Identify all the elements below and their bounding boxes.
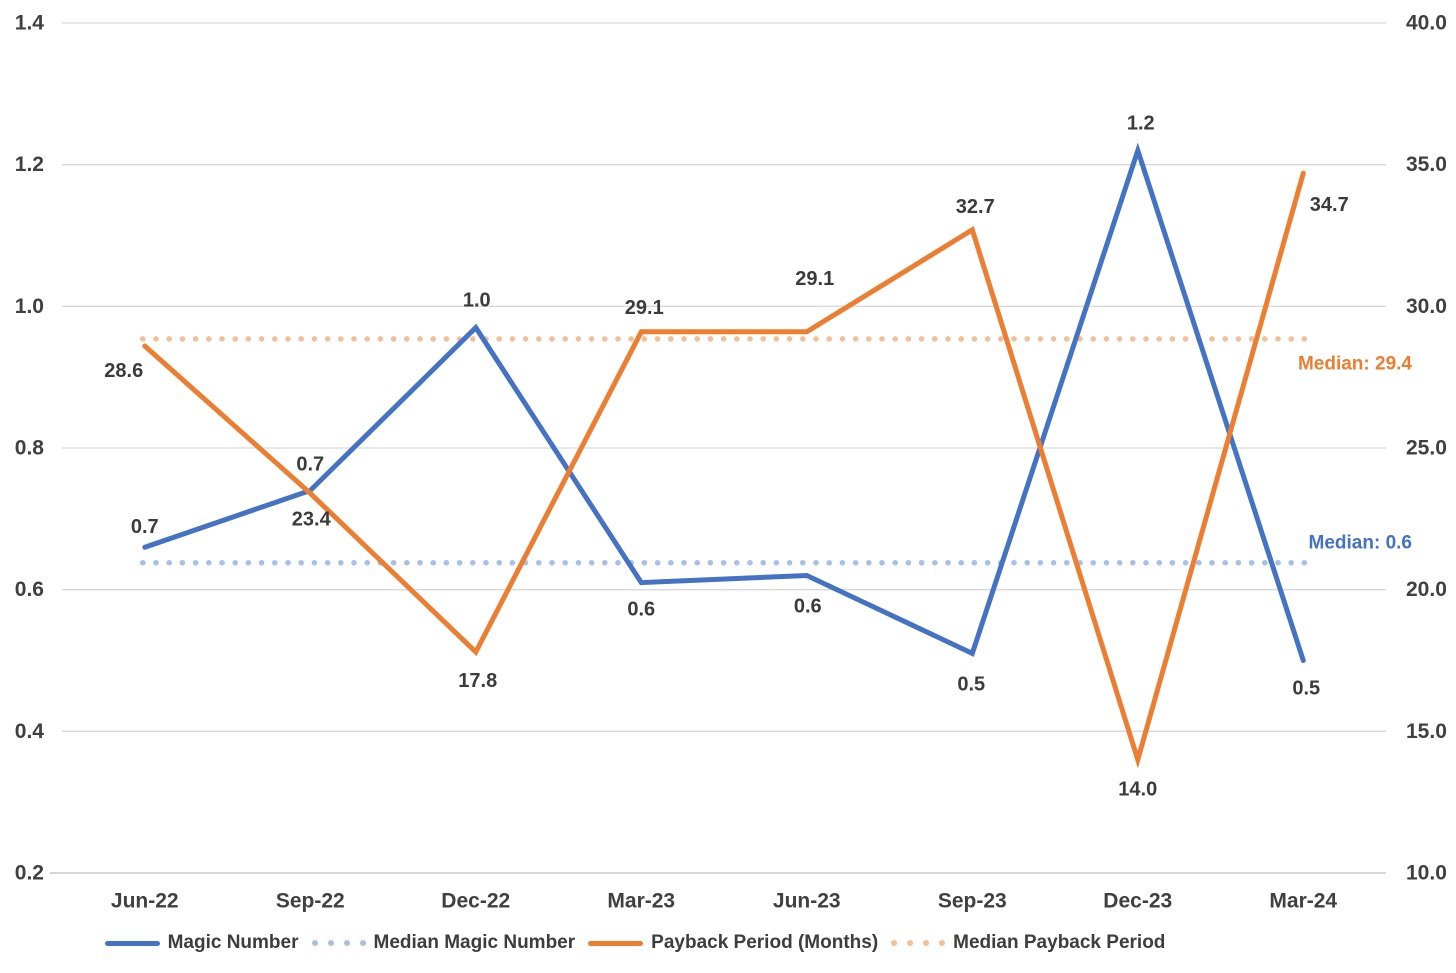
left-axis-tick-label: 0.8 (15, 437, 45, 460)
median-annotation: Median: 0.6 (1309, 532, 1412, 553)
data-label: 32.7 (956, 196, 995, 218)
legend-item-payback-period: Payback Period (Months) (588, 932, 878, 954)
data-label: 29.1 (795, 268, 834, 290)
right-axis-tick-label: 25.0 (1406, 437, 1447, 460)
median-payback-period-dots-swatch-icon (891, 940, 946, 946)
data-label: 0.5 (1292, 678, 1320, 700)
legend-item-median-payback-period: Median Payback Period (891, 932, 1165, 954)
x-axis-label: Dec-22 (441, 890, 510, 913)
left-axis-tick-label: 1.0 (15, 295, 44, 318)
x-axis-label: Dec-23 (1103, 890, 1172, 913)
legend-label-median-magic-number: Median Magic Number (373, 932, 576, 953)
legend-label-magic-number: Magic Number (167, 932, 299, 953)
chart-legend: Magic Number Median Magic Number Payback… (0, 926, 1270, 960)
right-axis-tick-label: 30.0 (1406, 295, 1447, 318)
data-label: 0.6 (627, 599, 655, 621)
left-axis-tick-label: 1.2 (15, 153, 44, 176)
data-label: 29.1 (625, 297, 664, 319)
x-axis-label: Sep-22 (276, 890, 345, 913)
payback-period-line-swatch-icon (588, 940, 644, 946)
payback-period-months-line (142, 170, 1306, 769)
data-label: 23.4 (292, 508, 332, 530)
data-label: 0.5 (957, 673, 985, 695)
right-axis-tick-label: 35.0 (1406, 153, 1447, 176)
data-label: 1.0 (463, 290, 491, 312)
legend-item-median-magic-number: Median Magic Number (311, 932, 576, 954)
data-label: 1.2 (1127, 113, 1155, 135)
x-axis-label: Jun-22 (111, 890, 179, 913)
data-label: 34.7 (1310, 194, 1349, 216)
data-label: 17.8 (458, 670, 497, 692)
left-axis-tick-label: 0.4 (15, 720, 45, 743)
right-axis-tick-label: 20.0 (1406, 578, 1447, 601)
legend-item-magic-number: Magic Number (104, 932, 299, 954)
median-magic-number-dots-swatch-icon (311, 940, 366, 946)
right-axis-tick-label: 15.0 (1406, 720, 1447, 743)
data-label: 28.6 (104, 360, 143, 382)
left-axis-tick-label: 0.2 (15, 862, 44, 885)
right-axis-tick-label: 40.0 (1406, 12, 1447, 35)
data-label: 0.7 (296, 454, 324, 476)
legend-label-median-payback-period: Median Payback Period (953, 932, 1166, 953)
magic-number-line-swatch-icon (104, 940, 160, 946)
x-axis-label: Sep-23 (938, 890, 1007, 913)
right-axis-tick-label: 10.0 (1406, 862, 1447, 885)
left-axis-tick-label: 0.6 (15, 578, 44, 601)
data-label: 14.0 (1118, 779, 1157, 801)
data-label: 0.7 (131, 516, 159, 538)
magic-number-line (142, 142, 1306, 663)
x-axis-label: Mar-23 (607, 890, 675, 913)
left-axis-tick-label: 1.4 (15, 12, 45, 35)
x-axis-label: Jun-23 (773, 890, 841, 913)
data-label: 0.6 (794, 596, 822, 618)
legend-label-payback-period: Payback Period (Months) (651, 932, 879, 953)
median-annotation: Median: 29.4 (1298, 353, 1412, 374)
x-axis-label: Mar-24 (1269, 890, 1337, 913)
